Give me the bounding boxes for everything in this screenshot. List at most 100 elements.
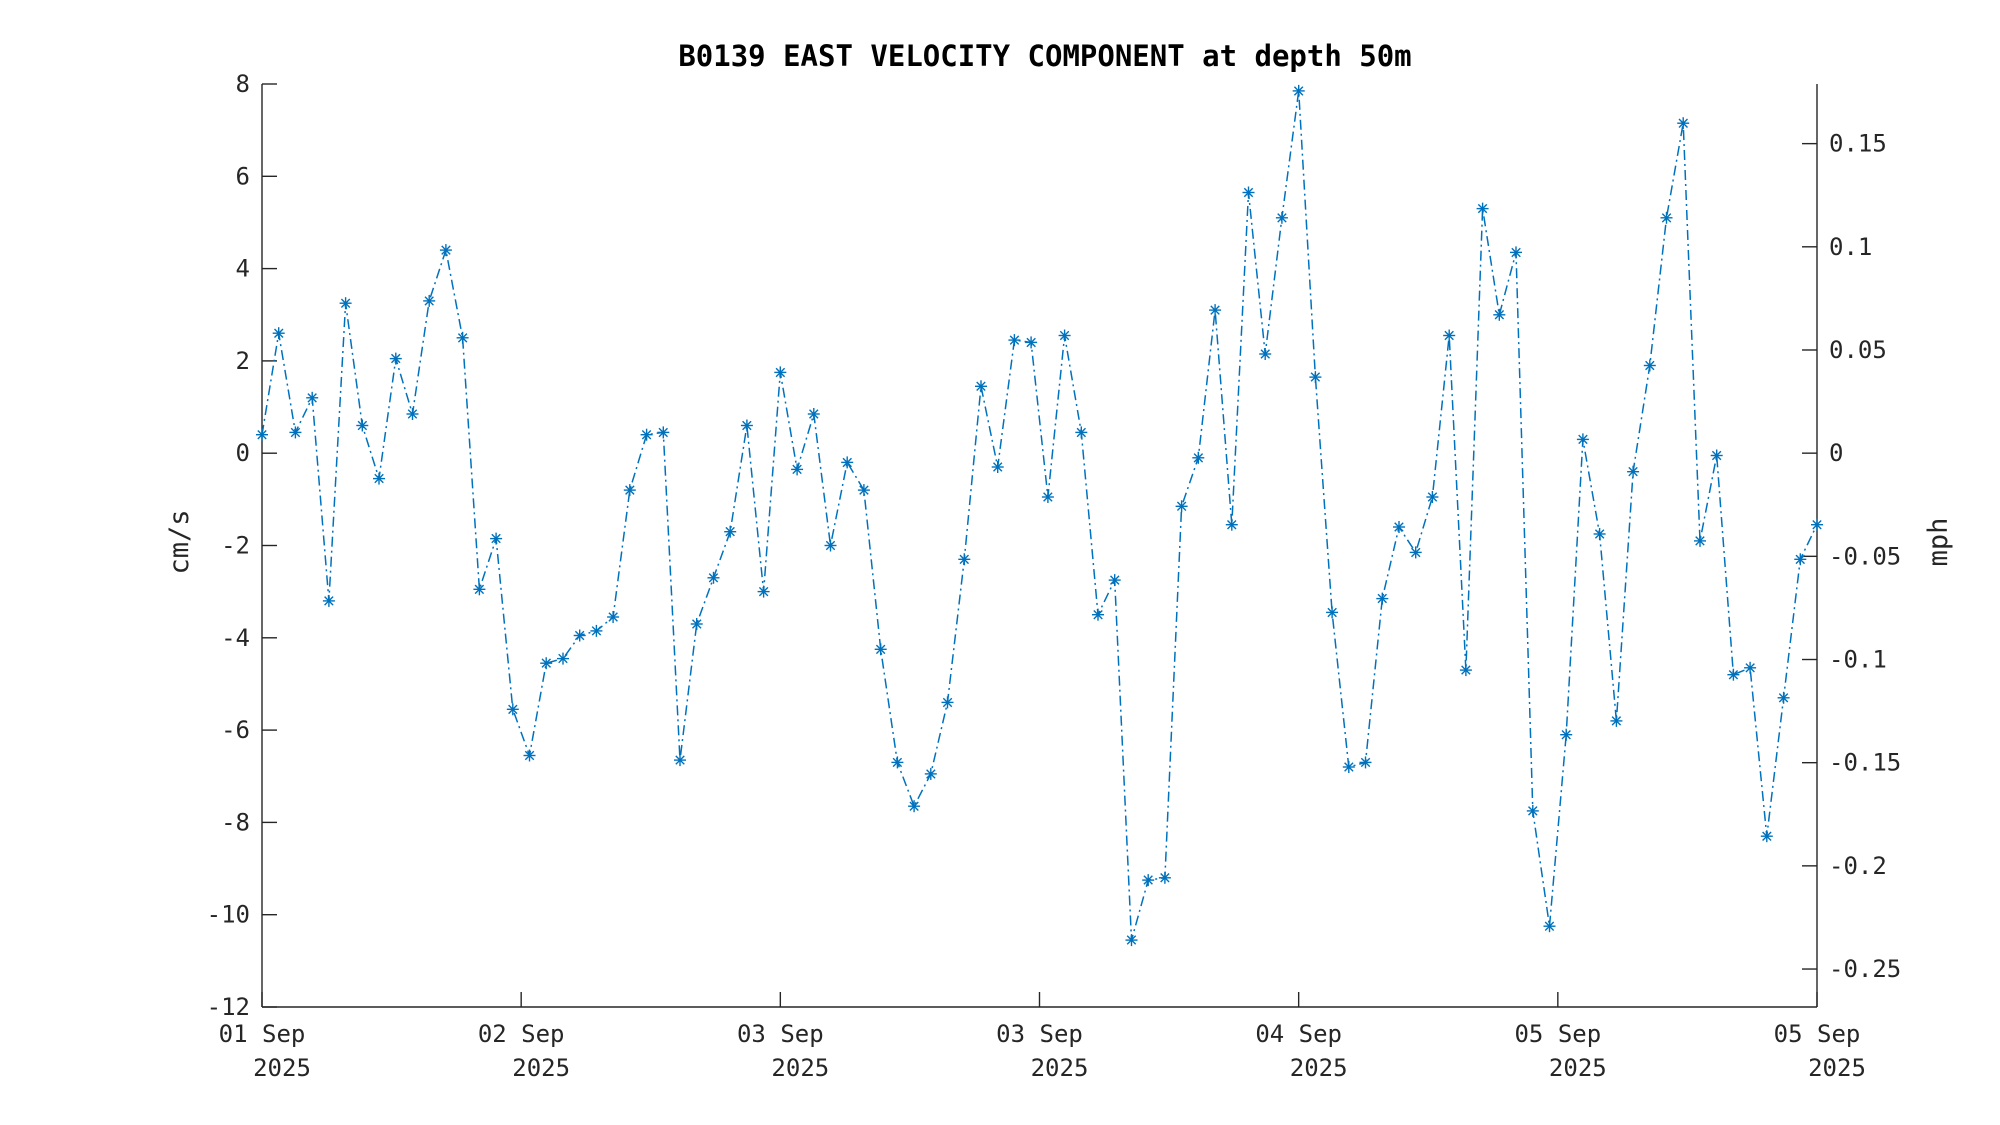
- data-point: [1576, 433, 1589, 446]
- data-point: [1409, 546, 1422, 559]
- data-point: [373, 472, 385, 485]
- data-point: [1627, 465, 1640, 478]
- y-tick-label: 8: [236, 70, 250, 98]
- data-point: [623, 484, 636, 497]
- data-point: [1660, 211, 1673, 224]
- data-point: [506, 703, 519, 716]
- data-point: [1744, 661, 1757, 674]
- x-tick-label: 05 Sep: [1774, 1020, 1861, 1048]
- data-point: [1476, 202, 1489, 215]
- data-point: [657, 426, 670, 439]
- x-tick-year: 2025: [771, 1054, 829, 1082]
- data-point: [1359, 756, 1372, 769]
- data-point: [1209, 304, 1222, 317]
- data-point: [1326, 606, 1339, 619]
- data-point: [1259, 348, 1272, 360]
- data-point: [456, 331, 469, 344]
- x-tick-label: 05 Sep: [1514, 1020, 1601, 1048]
- y-tick-label: 0: [236, 439, 250, 467]
- x-tick-year: 2025: [1290, 1054, 1348, 1082]
- data-point: [1008, 334, 1021, 347]
- x-tick-label: 03 Sep: [996, 1020, 1083, 1048]
- data-point: [1426, 491, 1439, 503]
- data-point: [1225, 518, 1238, 531]
- y2-tick-label: -0.15: [1829, 749, 1901, 777]
- data-point: [272, 327, 285, 340]
- y-axis-label: cm/s: [164, 509, 195, 574]
- series-line: [261, 90, 1818, 941]
- data-point: [1443, 329, 1456, 342]
- y2-tick-label: -0.05: [1829, 542, 1901, 570]
- data-point: [1192, 451, 1205, 464]
- x-tick-label: 04 Sep: [1255, 1020, 1342, 1048]
- data-point: [406, 408, 419, 420]
- y2-tick-label: 0.1: [1829, 233, 1872, 261]
- data-point: [1811, 518, 1823, 531]
- data-point: [1342, 761, 1355, 773]
- data-point: [1025, 336, 1038, 349]
- data-point: [1677, 117, 1690, 130]
- data-point: [874, 643, 887, 656]
- x-tick-label: 03 Sep: [737, 1020, 824, 1048]
- data-point: [1142, 874, 1155, 887]
- data-point: [674, 754, 686, 767]
- data-point: [356, 419, 369, 432]
- data-point: [1075, 426, 1088, 439]
- data-point: [1158, 871, 1171, 884]
- data-point: [590, 624, 603, 637]
- data-point: [1493, 308, 1506, 321]
- x-tick-year: 2025: [253, 1054, 311, 1082]
- data-point: [1275, 211, 1288, 224]
- data-point: [1125, 934, 1138, 947]
- data-point: [389, 352, 402, 365]
- y-tick-label: 4: [236, 255, 250, 283]
- series-layer: [256, 84, 1823, 947]
- y2-tick-label: -0.1: [1829, 646, 1887, 674]
- x-tick-label: 02 Sep: [478, 1020, 565, 1048]
- data-point: [1393, 521, 1405, 533]
- data-point: [523, 749, 536, 762]
- data-point: [891, 756, 904, 769]
- data-point: [774, 366, 787, 379]
- y2-tick-label: -0.2: [1829, 852, 1887, 880]
- data-point: [824, 539, 837, 552]
- data-point: [924, 767, 937, 780]
- data-point: [640, 428, 653, 441]
- x-tick-year: 2025: [1808, 1054, 1866, 1082]
- data-point: [724, 525, 737, 538]
- x-tick-year: 2025: [512, 1054, 570, 1082]
- y-tick-label: -6: [221, 716, 250, 744]
- data-point: [557, 652, 569, 665]
- data-point: [841, 456, 854, 469]
- y-tick-label: -12: [207, 993, 250, 1021]
- data-point: [573, 629, 586, 642]
- data-point: [607, 611, 620, 623]
- data-point: [1108, 574, 1121, 587]
- plot-axes: 8 6 4 2 0 -2 -4 -6 -8 -10 -12 0.15 0.1 0.05 0 -0.05 -0.1…: [207, 70, 1902, 1082]
- y2-tick-label: 0.05: [1829, 336, 1887, 364]
- data-point: [690, 618, 703, 630]
- x-tick-year: 2025: [1549, 1054, 1607, 1082]
- data-point: [1058, 329, 1071, 342]
- data-point: [1777, 691, 1790, 704]
- x-tick-label: 01 Sep: [219, 1020, 306, 1048]
- data-point: [975, 380, 987, 393]
- chart-title: B0139 EAST VELOCITY COMPONENT at depth 5…: [678, 39, 1411, 73]
- data-point: [991, 461, 1004, 473]
- data-point: [1710, 449, 1723, 462]
- x-tick-year: 2025: [1031, 1054, 1089, 1082]
- data-point: [791, 463, 804, 476]
- y-tick-label: 2: [236, 347, 250, 375]
- data-point: [857, 484, 870, 497]
- data-point: [490, 532, 503, 545]
- data-point: [473, 583, 486, 596]
- data-point: [339, 297, 352, 310]
- data-point: [1459, 664, 1472, 677]
- data-point: [707, 571, 720, 584]
- data-point: [1041, 491, 1054, 503]
- data-point: [322, 594, 335, 607]
- y2-tick-label: -0.25: [1829, 955, 1901, 983]
- data-point: [289, 426, 302, 439]
- y-tick-label: -8: [221, 808, 250, 836]
